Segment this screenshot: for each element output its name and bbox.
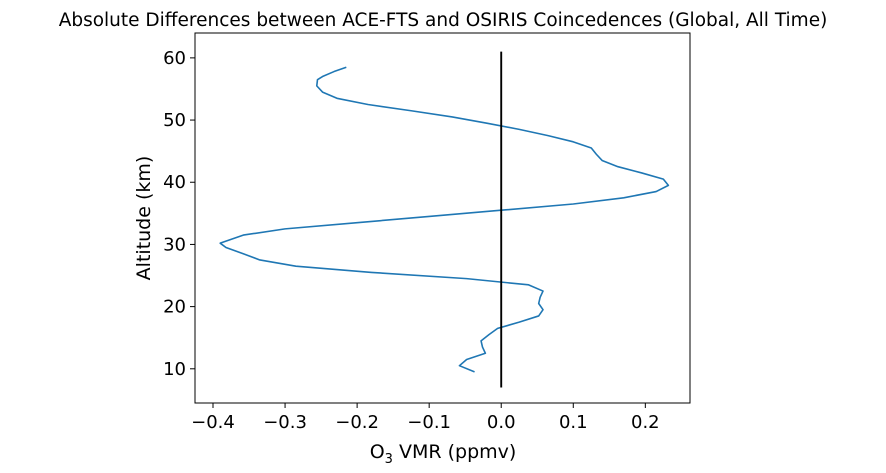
x-axis-label: O3 VMR (ppmv) [370,441,517,467]
x-axis-label-main: O [370,441,385,463]
y-tick-label: 30 [163,234,186,255]
y-tick-label: 50 [163,110,186,131]
x-tick-label: −0.1 [407,412,451,433]
x-tick-label: −0.4 [191,412,235,433]
x-tick-label: 0.2 [631,412,660,433]
series-layer [219,51,670,388]
series-line-difference [219,66,670,373]
y-axis-label: Altitude (km) [133,156,155,281]
y-ticks: 10 20 30 40 50 60 [163,48,195,380]
plot-frame [194,32,691,404]
y-tick-label: 20 [163,297,186,318]
x-axis-label-rest: VMR (ppmv) [393,441,516,463]
x-tick-label: −0.3 [263,412,307,433]
x-tick-label: −0.2 [335,412,379,433]
chart-title: Absolute Differences between ACE-FTS and… [59,10,828,31]
y-tick-label: 40 [163,172,186,193]
y-tick-label: 60 [163,48,186,69]
y-tick-label: 10 [163,359,186,380]
x-ticks: −0.4 −0.3 −0.2 −0.1 0.0 0.1 0.2 [191,403,660,433]
x-tick-label: 0.0 [487,412,516,433]
x-axis-label-subscript: 3 [385,452,393,467]
x-tick-label: 0.1 [559,412,588,433]
